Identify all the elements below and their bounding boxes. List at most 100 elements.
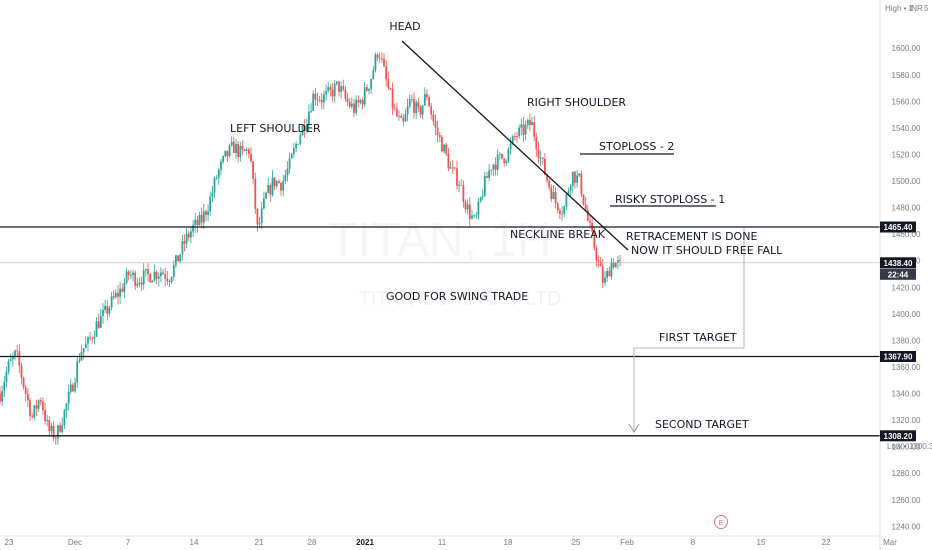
candle-body [301,125,304,136]
scale-header[interactable]: High • 1 INR 5 [885,4,929,13]
candle-body [99,315,102,328]
candle-body [145,269,147,271]
candle-body [363,87,366,105]
candle-body [119,288,121,297]
candle-body [451,167,454,169]
level-badge [880,430,916,442]
candle-body [342,86,345,90]
candle-body [340,86,342,92]
candle-body [54,438,57,439]
candle-body [192,225,194,232]
y-tick-label: 1300.00 [892,443,921,452]
candle-body [250,153,252,162]
candle-body [33,405,36,418]
candle-body [447,153,450,169]
candle-body [149,274,152,283]
candle-body [320,100,323,103]
candle-body [112,296,115,298]
candle-body [610,262,613,277]
candle-body [576,175,578,183]
y-tick-label: 1540.00 [892,124,921,133]
candle-body [106,305,109,314]
candle-body [308,111,310,125]
level-badge-label: 1308.20 [884,432,913,441]
candle-body [595,248,598,261]
candle-body [468,204,471,219]
candle-body [432,114,435,122]
candle-body [488,170,490,178]
candle-body [89,337,91,339]
candle-body [263,198,265,209]
candle-body [381,58,383,60]
scale-number-label: 5 [924,4,929,13]
candle-body [507,149,510,162]
candle-body [514,136,516,137]
candle-body [72,384,74,392]
candle-body [593,231,596,249]
candle-body [329,87,332,90]
candle-body [194,219,197,226]
candle-body [383,58,385,67]
candle-body [546,174,548,181]
candle-body [417,102,420,107]
candle-body [273,177,276,187]
x-tick-label: 28 [308,538,317,547]
earnings-event-label: E [719,520,724,527]
candle-body [284,175,287,181]
candle-body [441,137,443,152]
candle-body [483,176,486,196]
candle-body [335,81,338,84]
candle-body [237,144,239,157]
price-badges: 1465.40 1367.90 1308.20 1438.40 22:44 [880,221,916,442]
candle-body [29,400,31,417]
candle-body [117,292,119,297]
candle-body [132,272,134,275]
x-tick-label: 23 [5,538,14,547]
time-axis[interactable]: 23 Dec 7 14 21 28 2021 11 18 25 Feb 8 15 22 Mar [5,538,898,547]
y-tick-label: 1240.00 [892,522,921,531]
candle-body [76,361,79,383]
candle-body [114,292,117,298]
x-tick-label: 15 [757,538,766,547]
candle-body [567,190,570,195]
x-tick-label: 8 [691,538,696,547]
first-target-label: FIRST TARGET [659,331,737,344]
candle-body [604,277,606,283]
candle-body [140,282,143,285]
candle-body [492,164,495,170]
candle-body [278,181,280,184]
price-axis[interactable]: 1240.00 1260.00 1280.00 1300.00 1320.00 1340.… [892,44,921,531]
candle-body [529,119,531,125]
candle-body [574,171,576,183]
candle-body [286,168,289,176]
candle-body [20,365,23,378]
candle-body [74,382,76,392]
candle-body [162,272,164,275]
candle-body [561,213,563,215]
x-tick-label: 18 [504,538,513,547]
candle-body [104,305,106,310]
candle-body [22,377,25,388]
x-tick-label: 11 [438,538,447,547]
candle-body [597,260,600,262]
candle-body [211,192,214,198]
candle-body [31,416,34,418]
candle-body [589,220,591,223]
candle-body [265,192,267,199]
target-projection-path[interactable] [633,228,745,432]
retracement-label: RETRACEMENT IS DONE [626,230,757,243]
trendline[interactable] [401,40,629,251]
x-tick-label: Mar [883,538,897,547]
candle-body [477,201,480,216]
candle-body [271,177,274,195]
candle-body [537,149,540,159]
earnings-event-icon[interactable] [714,515,728,529]
candle-body [466,204,469,210]
candle-body [275,181,278,187]
candle-body [121,288,124,292]
candle-body [569,185,572,191]
candle-body [5,371,8,383]
candle-body [520,124,523,128]
candle-body [531,122,533,126]
